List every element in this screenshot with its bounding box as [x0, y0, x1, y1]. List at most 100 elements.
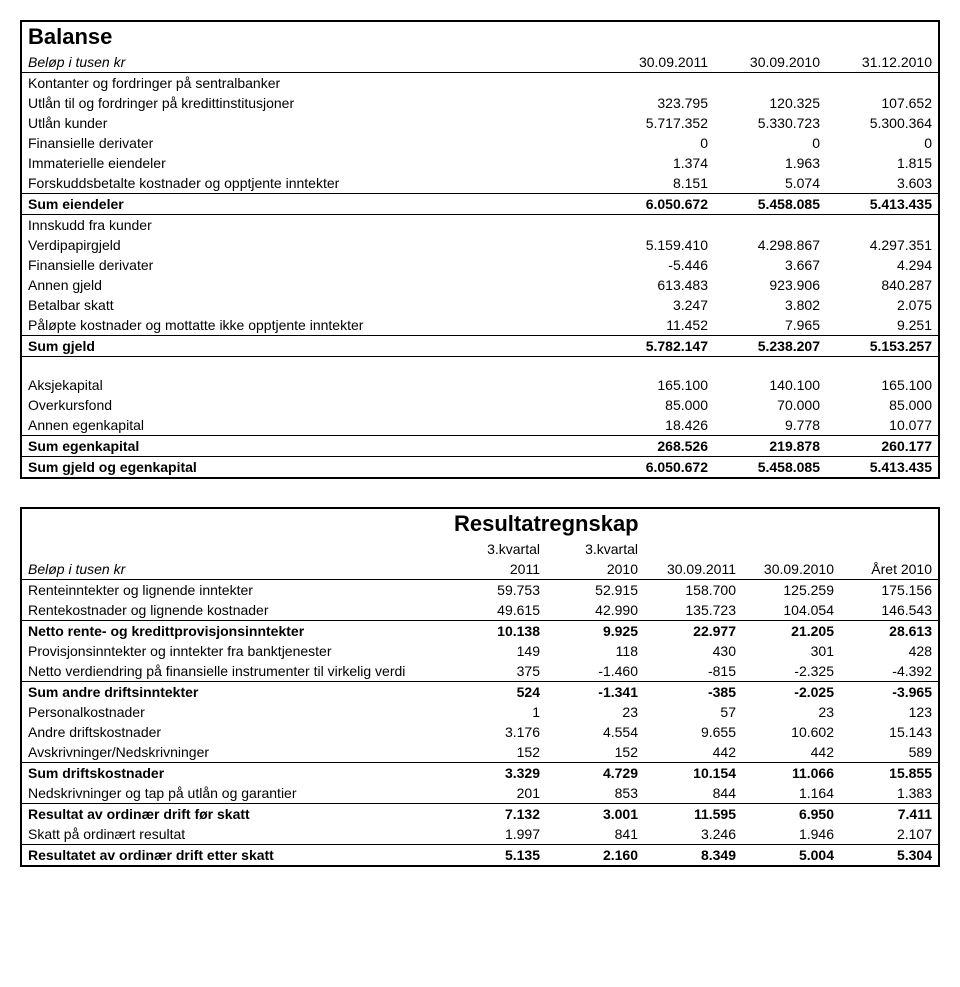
row-value: 7.965 [714, 315, 826, 336]
table-row: Aksjekapital165.100140.100165.100 [21, 375, 939, 395]
row-label: Annen gjeld [21, 275, 602, 295]
row-value [602, 215, 714, 236]
row-value: -815 [644, 661, 742, 682]
row-value: 11.066 [742, 763, 840, 784]
row-label: Netto verdiendring på finansielle instru… [21, 661, 448, 682]
row-value: 49.615 [448, 600, 546, 621]
row-value: 0 [714, 133, 826, 153]
row-value: 10.154 [644, 763, 742, 784]
balance-col-1: 30.09.2010 [714, 52, 826, 73]
row-value: 3.329 [448, 763, 546, 784]
sum-total-label: Sum gjeld og egenkapital [21, 457, 602, 479]
table-row: Utlån kunder5.717.3525.330.7235.300.364 [21, 113, 939, 133]
row-value: 85.000 [826, 395, 939, 415]
table-row: Finansielle derivater000 [21, 133, 939, 153]
table-row: Immaterielle eiendeler1.3741.9631.815 [21, 153, 939, 173]
table-row: Andre driftskostnader3.1764.5549.65510.6… [21, 722, 939, 742]
row-value: 107.652 [826, 93, 939, 113]
table-row: Overkursfond85.00070.00085.000 [21, 395, 939, 415]
row-value: 5.159.410 [602, 235, 714, 255]
row-label: Betalbar skatt [21, 295, 602, 315]
table-row: Finansielle derivater-5.4463.6674.294 [21, 255, 939, 275]
row-value: 8.151 [602, 173, 714, 194]
row-label: Annen egenkapital [21, 415, 602, 436]
sum-debt-label: Sum gjeld [21, 336, 602, 357]
row-label: Kontanter og fordringer på sentralbanker [21, 73, 602, 94]
row-value: 5.135 [448, 845, 546, 867]
table-row: Annen egenkapital18.4269.77810.077 [21, 415, 939, 436]
row-value: 146.543 [840, 600, 939, 621]
table-row: Kontanter og fordringer på sentralbanker [21, 73, 939, 94]
row-value: 841 [546, 824, 644, 845]
row-value: 5.074 [714, 173, 826, 194]
row-value: 5.330.723 [714, 113, 826, 133]
row-value: -3.965 [840, 682, 939, 703]
row-label: Innskudd fra kunder [21, 215, 602, 236]
row-value: -1.341 [546, 682, 644, 703]
row-value: 840.287 [826, 275, 939, 295]
row-value: 18.426 [602, 415, 714, 436]
row-value: 1.374 [602, 153, 714, 173]
row-value: 5.300.364 [826, 113, 939, 133]
row-value: 8.349 [644, 845, 742, 867]
row-value: 22.977 [644, 621, 742, 642]
table-row: Betalbar skatt3.2473.8022.075 [21, 295, 939, 315]
row-value: 6.950 [742, 804, 840, 825]
row-label: Finansielle derivater [21, 255, 602, 275]
row-value: 152 [448, 742, 546, 763]
row-value: 0 [602, 133, 714, 153]
row-label: Immaterielle eiendeler [21, 153, 602, 173]
balance-col-0: 30.09.2011 [602, 52, 714, 73]
row-value: 118 [546, 641, 644, 661]
row-value: 152 [546, 742, 644, 763]
row-value: 9.925 [546, 621, 644, 642]
row-value: 135.723 [644, 600, 742, 621]
row-value: 1.997 [448, 824, 546, 845]
table-row: Påløpte kostnader og mottatte ikke opptj… [21, 315, 939, 336]
row-value: 70.000 [714, 395, 826, 415]
row-value: 2.160 [546, 845, 644, 867]
row-value: 42.990 [546, 600, 644, 621]
row-value: 442 [742, 742, 840, 763]
row-label: Personalkostnader [21, 702, 448, 722]
row-label: Resultat av ordinær drift før skatt [21, 804, 448, 825]
income-title: Resultatregnskap [448, 508, 939, 539]
row-value: 0 [826, 133, 939, 153]
row-value: 7.411 [840, 804, 939, 825]
balance-title: Balanse [21, 21, 939, 52]
row-value: 11.452 [602, 315, 714, 336]
row-value: 2.075 [826, 295, 939, 315]
row-value: 120.325 [714, 93, 826, 113]
table-row: Nedskrivninger og tap på utlån og garant… [21, 783, 939, 804]
sum-equity-label: Sum egenkapital [21, 436, 602, 457]
row-value: 10.077 [826, 415, 939, 436]
row-value: 844 [644, 783, 742, 804]
row-value: 23 [742, 702, 840, 722]
row-value [602, 73, 714, 94]
row-label: Netto rente- og kredittprovisjonsinntekt… [21, 621, 448, 642]
row-value: 3.247 [602, 295, 714, 315]
row-label: Overkursfond [21, 395, 602, 415]
row-value: 4.297.351 [826, 235, 939, 255]
table-row: Resultatet av ordinær drift etter skatt5… [21, 845, 939, 867]
row-label: Andre driftskostnader [21, 722, 448, 742]
income-unit-label: Beløp i tusen kr [21, 559, 448, 580]
row-value: 430 [644, 641, 742, 661]
row-value: 23 [546, 702, 644, 722]
row-value: 59.753 [448, 580, 546, 601]
row-value: 428 [840, 641, 939, 661]
row-value: 4.554 [546, 722, 644, 742]
row-value: 1.946 [742, 824, 840, 845]
row-value: 104.054 [742, 600, 840, 621]
row-value: 442 [644, 742, 742, 763]
row-label: Påløpte kostnader og mottatte ikke opptj… [21, 315, 602, 336]
row-value: 5.717.352 [602, 113, 714, 133]
row-value: 1.164 [742, 783, 840, 804]
row-value: 9.778 [714, 415, 826, 436]
row-value [714, 73, 826, 94]
table-row: Sum driftskostnader3.3294.72910.15411.06… [21, 763, 939, 784]
row-value: 3.176 [448, 722, 546, 742]
table-row: Renteinntekter og lignende inntekter59.7… [21, 580, 939, 601]
row-value: 5.304 [840, 845, 939, 867]
row-value: 9.251 [826, 315, 939, 336]
